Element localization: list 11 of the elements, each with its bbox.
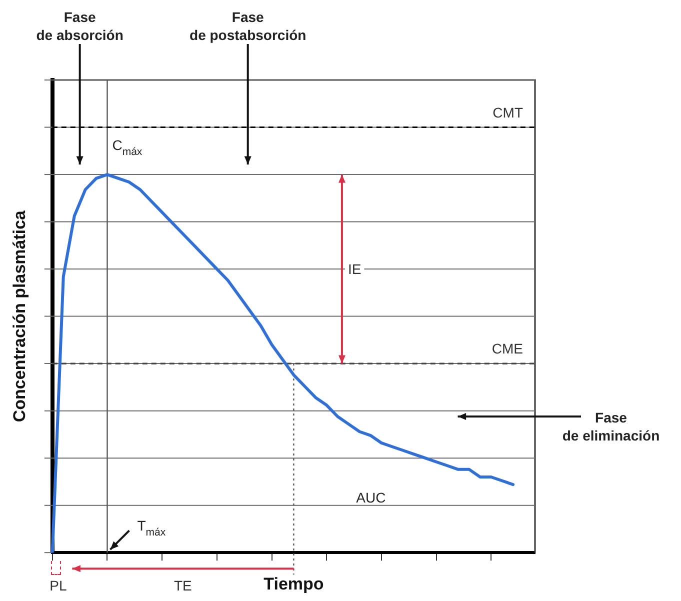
ref-line-label: CMT [492, 104, 524, 120]
x-axis-title: Tiempo [264, 574, 324, 594]
ref-line-label: CME [492, 340, 524, 357]
y-axis-title: Concentración plasmática [10, 210, 29, 422]
text: Fase de postabsorción [190, 9, 306, 43]
annotation: IE [348, 261, 362, 278]
text: PL [50, 578, 68, 594]
annotation: AUC [356, 490, 386, 506]
text: TE [174, 578, 192, 594]
text: Fase de eliminación [562, 409, 660, 444]
text: Fase de absorción [36, 9, 124, 43]
